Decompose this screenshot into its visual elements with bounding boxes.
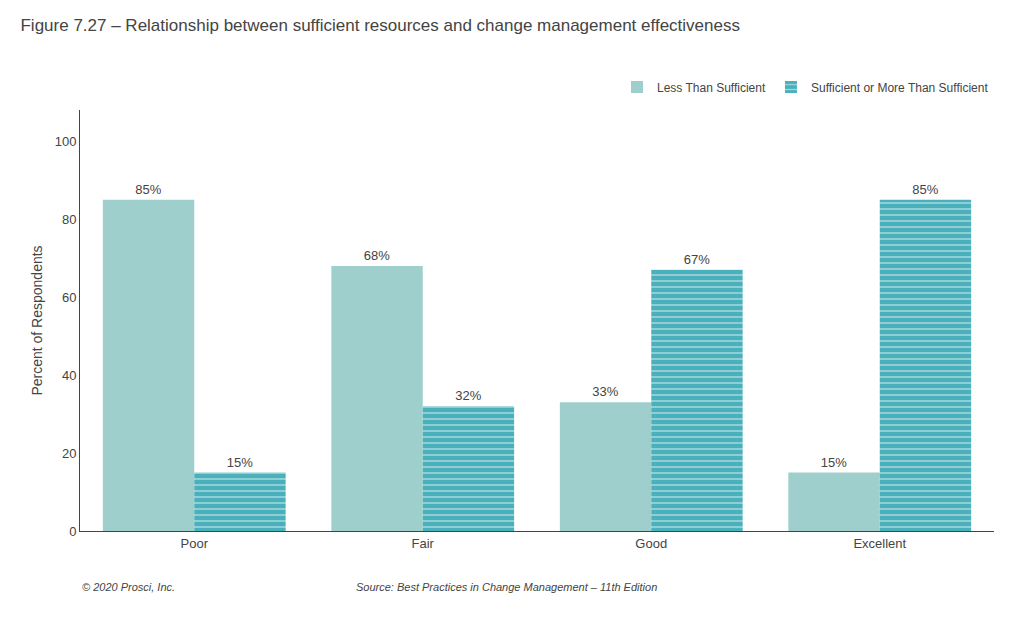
svg-text:Good: Good — [635, 536, 667, 551]
svg-text:Figure 7.27 – Relationship bet: Figure 7.27 – Relationship between suffi… — [20, 16, 740, 35]
svg-text:40: 40 — [62, 368, 76, 383]
svg-text:© 2020 Prosci, Inc.: © 2020 Prosci, Inc. — [82, 581, 175, 593]
svg-text:Poor: Poor — [181, 536, 209, 551]
svg-text:0: 0 — [69, 524, 76, 539]
svg-text:80: 80 — [62, 212, 76, 227]
svg-text:32%: 32% — [455, 388, 481, 403]
svg-text:33%: 33% — [592, 384, 618, 399]
svg-text:68%: 68% — [364, 248, 390, 263]
svg-text:60: 60 — [62, 290, 76, 305]
svg-text:15%: 15% — [821, 455, 847, 470]
svg-text:Sufficient or More Than Suffic: Sufficient or More Than Sufficient — [811, 81, 988, 95]
svg-text:85%: 85% — [912, 182, 938, 197]
svg-text:85%: 85% — [135, 182, 161, 197]
svg-text:100: 100 — [55, 134, 77, 149]
svg-text:15%: 15% — [227, 455, 253, 470]
svg-text:Fair: Fair — [412, 536, 435, 551]
svg-text:Percent of Respondents: Percent of Respondents — [29, 245, 45, 395]
svg-text:20: 20 — [62, 446, 76, 461]
svg-text:67%: 67% — [684, 252, 710, 267]
svg-text:Less Than Sufficient: Less Than Sufficient — [657, 81, 766, 95]
svg-text:Excellent: Excellent — [853, 536, 906, 551]
svg-text:Source: Best Practices in Chan: Source: Best Practices in Change Managem… — [356, 581, 657, 593]
